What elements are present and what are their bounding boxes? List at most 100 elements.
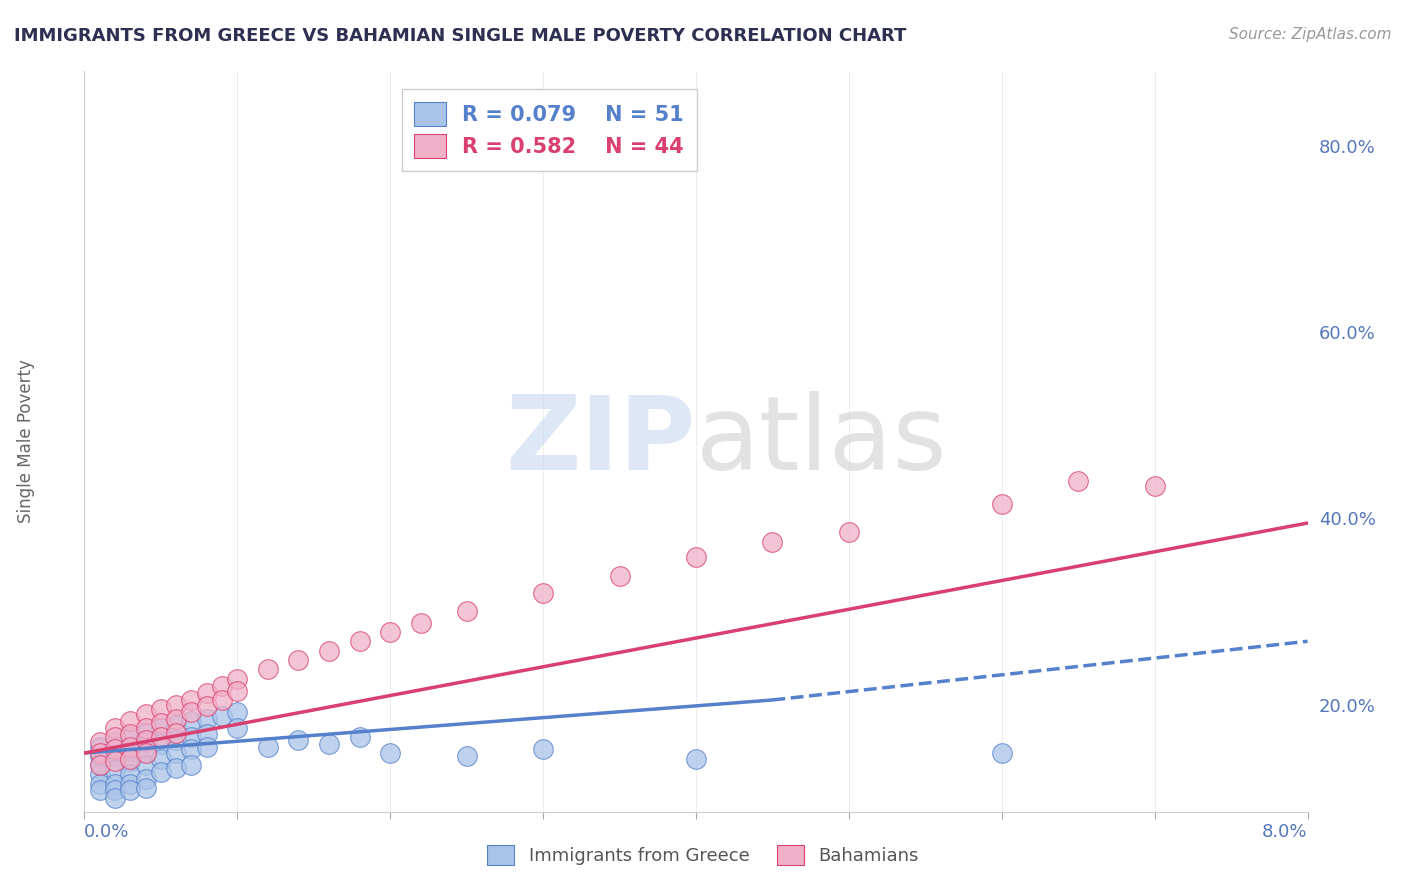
Text: Single Male Poverty: Single Male Poverty: [17, 359, 35, 524]
Text: Source: ZipAtlas.com: Source: ZipAtlas.com: [1229, 27, 1392, 42]
Point: [89, 777, 111, 791]
Point: [149, 730, 172, 744]
Point: [149, 737, 172, 751]
Point: [991, 746, 1014, 760]
Legend: R = 0.079    N = 51, R = 0.582    N = 44: R = 0.079 N = 51, R = 0.582 N = 44: [402, 89, 696, 170]
Point: [685, 550, 707, 565]
Point: [180, 693, 202, 707]
Point: [89, 758, 111, 772]
Point: [135, 746, 157, 760]
Point: [120, 714, 142, 729]
Point: [180, 714, 202, 729]
Text: atlas: atlas: [696, 391, 948, 492]
Point: [165, 733, 187, 747]
Point: [211, 708, 233, 723]
Text: ZIP: ZIP: [506, 391, 696, 492]
Point: [226, 721, 249, 735]
Point: [991, 497, 1014, 511]
Text: IMMIGRANTS FROM GREECE VS BAHAMIAN SINGLE MALE POVERTY CORRELATION CHART: IMMIGRANTS FROM GREECE VS BAHAMIAN SINGL…: [14, 27, 907, 45]
Point: [318, 737, 340, 751]
Point: [120, 767, 142, 781]
Point: [104, 763, 127, 777]
Point: [104, 735, 127, 749]
Point: [89, 739, 111, 754]
Point: [104, 790, 127, 805]
Point: [89, 783, 111, 797]
Point: [135, 735, 157, 749]
Point: [165, 712, 187, 726]
Point: [165, 698, 187, 712]
Point: [195, 727, 218, 741]
Point: [380, 746, 402, 760]
Point: [349, 730, 371, 744]
Point: [409, 615, 432, 630]
Point: [135, 781, 157, 796]
Point: [165, 761, 187, 775]
Point: [135, 733, 157, 747]
Point: [195, 686, 218, 700]
Point: [165, 725, 187, 739]
Point: [149, 764, 172, 779]
Point: [89, 735, 111, 749]
Point: [195, 699, 218, 714]
Point: [89, 748, 111, 763]
Point: [135, 746, 157, 760]
Point: [257, 662, 280, 676]
Point: [89, 758, 111, 772]
Point: [685, 751, 707, 765]
Point: [104, 777, 127, 791]
Point: [195, 739, 218, 754]
Point: [104, 754, 127, 768]
Point: [149, 721, 172, 735]
Point: [135, 725, 157, 739]
Point: [165, 718, 187, 732]
Point: [1067, 474, 1090, 488]
Point: [120, 777, 142, 791]
Point: [531, 742, 554, 756]
Point: [180, 705, 202, 719]
Point: [211, 679, 233, 693]
Point: [531, 586, 554, 600]
Point: [609, 569, 631, 583]
Point: [120, 783, 142, 797]
Point: [149, 716, 172, 731]
Point: [318, 643, 340, 657]
Text: 8.0%: 8.0%: [1263, 823, 1308, 841]
Point: [149, 751, 172, 765]
Point: [287, 733, 309, 747]
Point: [1143, 479, 1166, 493]
Point: [380, 625, 402, 640]
Point: [104, 742, 127, 756]
Text: 0.0%: 0.0%: [84, 823, 129, 841]
Point: [135, 721, 157, 735]
Point: [180, 730, 202, 744]
Point: [838, 525, 860, 540]
Point: [104, 748, 127, 763]
Point: [195, 712, 218, 726]
Point: [180, 758, 202, 772]
Point: [104, 730, 127, 744]
Point: [287, 653, 309, 667]
Point: [761, 534, 783, 549]
Point: [89, 767, 111, 781]
Point: [257, 739, 280, 754]
Point: [89, 746, 111, 760]
Point: [120, 727, 142, 741]
Point: [180, 742, 202, 756]
Point: [120, 751, 142, 765]
Point: [120, 754, 142, 768]
Point: [226, 672, 249, 686]
Point: [456, 748, 478, 763]
Point: [165, 746, 187, 760]
Point: [349, 634, 371, 648]
Point: [149, 702, 172, 716]
Point: [211, 693, 233, 707]
Point: [135, 772, 157, 786]
Point: [104, 783, 127, 797]
Point: [120, 730, 142, 744]
Point: [120, 744, 142, 758]
Point: [120, 739, 142, 754]
Point: [104, 721, 127, 735]
Point: [135, 706, 157, 721]
Legend: Immigrants from Greece, Bahamians: Immigrants from Greece, Bahamians: [478, 836, 928, 874]
